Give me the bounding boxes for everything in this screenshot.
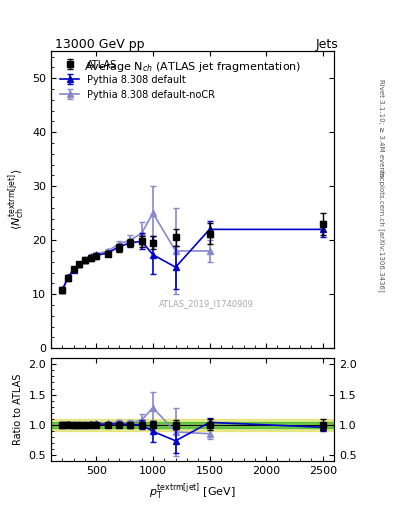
Bar: [51, 419, 334, 431]
Text: Rivet 3.1.10; ≥ 3.4M events: Rivet 3.1.10; ≥ 3.4M events: [378, 79, 384, 177]
Text: mcplots.cern.ch [arXiv:1306.3436]: mcplots.cern.ch [arXiv:1306.3436]: [378, 169, 385, 291]
Y-axis label: Ratio to ATLAS: Ratio to ATLAS: [13, 374, 23, 445]
Text: Jets: Jets: [315, 38, 338, 51]
Text: Average N$_{ch}$ (ATLAS jet fragmentation): Average N$_{ch}$ (ATLAS jet fragmentatio…: [84, 60, 301, 74]
Text: 13000 GeV pp: 13000 GeV pp: [55, 38, 145, 51]
Text: ATLAS_2019_I1740909: ATLAS_2019_I1740909: [159, 299, 254, 308]
Bar: [51, 422, 334, 428]
X-axis label: $p_{\rm T}^{\rm textrm[jet]}$ [GeV]: $p_{\rm T}^{\rm textrm[jet]}$ [GeV]: [149, 481, 236, 502]
Legend: ATLAS, Pythia 8.308 default, Pythia 8.308 default-noCR: ATLAS, Pythia 8.308 default, Pythia 8.30…: [56, 56, 219, 103]
Y-axis label: $\langle N_{\mathrm{ch}}^{\mathrm{textrm[jet]}} \rangle$: $\langle N_{\mathrm{ch}}^{\mathrm{textrm…: [6, 169, 27, 230]
